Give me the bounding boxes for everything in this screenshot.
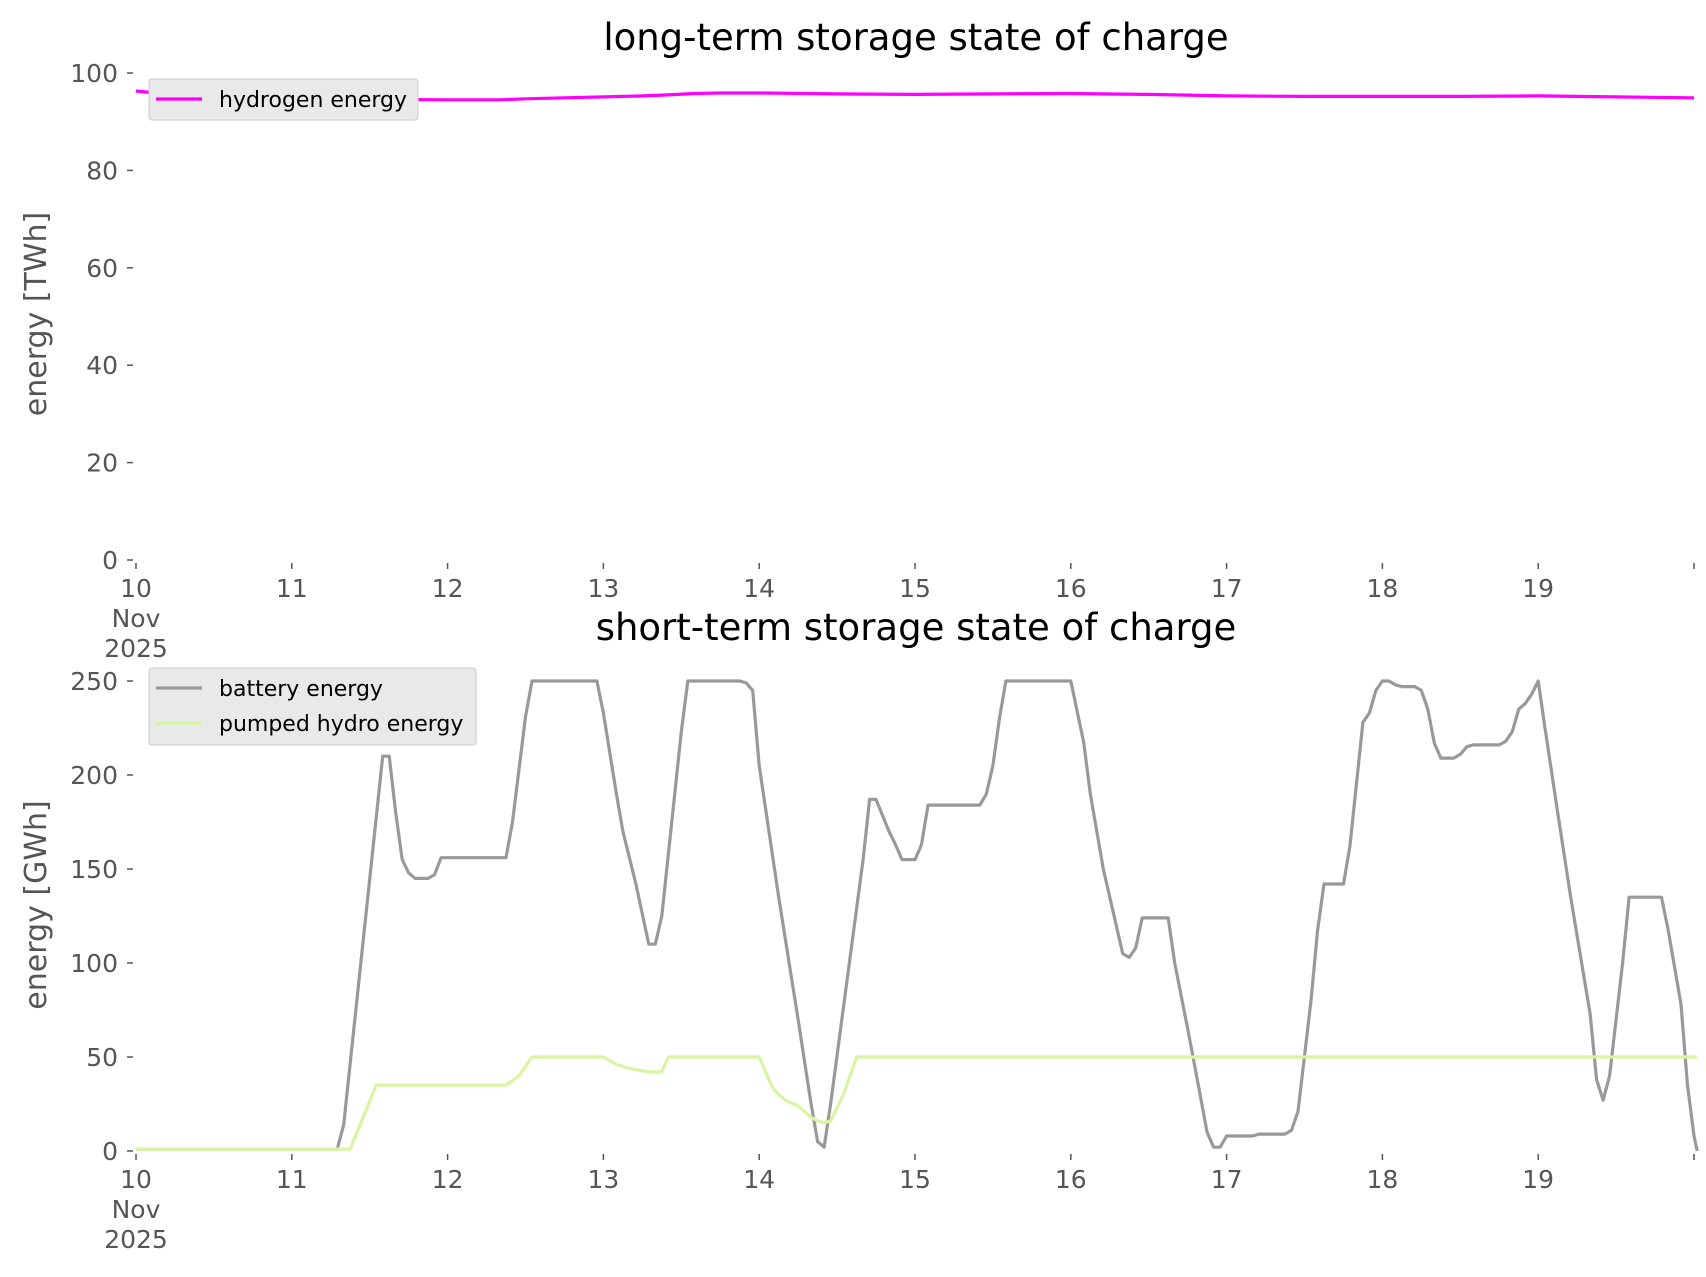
short-term-x-tick-label: 15 bbox=[899, 1165, 931, 1194]
long-term-legend: hydrogen energy bbox=[148, 78, 419, 121]
long-term-x-tick-label: 11 bbox=[276, 574, 308, 603]
long-term-x-tick-label: 10 bbox=[120, 574, 152, 603]
long-term-y-tick-label: 20 bbox=[86, 449, 118, 478]
short-term-legend-label: battery energy bbox=[219, 677, 383, 702]
long-term-legend-box bbox=[148, 78, 419, 121]
long-term-y-tick-label: 0 bbox=[102, 546, 118, 575]
long-term-y-tick-label: 100 bbox=[70, 59, 118, 88]
short-term-y-tick-label: 0 bbox=[102, 1137, 118, 1166]
short-term-x-tick-label: 19 bbox=[1522, 1165, 1554, 1194]
short-term-x-tick-sublabel: Nov bbox=[112, 1195, 161, 1224]
short-term-series-lines bbox=[136, 679, 1699, 1152]
long-term-x-tick-label: 13 bbox=[587, 574, 619, 603]
short-term-y-tick-label: 50 bbox=[86, 1043, 118, 1072]
short-term-y-tick-label: 200 bbox=[70, 761, 118, 790]
long-term-x-tick-label: 17 bbox=[1211, 574, 1243, 603]
short-term-y-tick-label: 250 bbox=[70, 667, 118, 696]
short-term-series-line-battery-energy bbox=[136, 679, 1699, 1152]
long-term-x-tick-label: 16 bbox=[1055, 574, 1087, 603]
long-term-y-tick-label: 40 bbox=[86, 351, 118, 380]
short-term-chart-title: short-term storage state of charge bbox=[596, 606, 1237, 649]
short-term-y-tick-label: 150 bbox=[70, 855, 118, 884]
short-term-x-tick-sublabel: 2025 bbox=[104, 1225, 168, 1254]
long-term-x-tick-label: 15 bbox=[899, 574, 931, 603]
short-term-legend-label: pumped hydro energy bbox=[219, 712, 463, 737]
short-term-x-tick-label: 12 bbox=[432, 1165, 464, 1194]
long-term-x-tick-label: 14 bbox=[743, 574, 775, 603]
short-term-legend: battery energy pumped hydro energy bbox=[148, 667, 477, 746]
long-term-chart-title: long-term storage state of charge bbox=[603, 16, 1228, 59]
short-term-series-line-pumped-hydro-energy bbox=[136, 1055, 1698, 1151]
short-term-x-tick-label: 17 bbox=[1211, 1165, 1243, 1194]
short-term-x-tick-label: 16 bbox=[1055, 1165, 1087, 1194]
short-term-x-tick-label: 18 bbox=[1366, 1165, 1398, 1194]
long-term-legend-label: hydrogen energy bbox=[219, 88, 407, 113]
long-term-x-tick-label: 19 bbox=[1522, 574, 1554, 603]
short-term-storage-chart: short-term storage state of charge energ… bbox=[19, 606, 1699, 1254]
short-term-x-tick-label: 10 bbox=[120, 1165, 152, 1194]
short-term-x-tick-label: 13 bbox=[587, 1165, 619, 1194]
long-term-x-tick-sublabel: Nov bbox=[112, 604, 161, 633]
long-term-storage-chart: long-term storage state of charge energy… bbox=[19, 16, 1695, 663]
short-term-y-axis-label: energy [GWh] bbox=[19, 800, 54, 1009]
short-term-x-tick-label: 11 bbox=[276, 1165, 308, 1194]
long-term-y-tick-label: 60 bbox=[86, 254, 118, 283]
long-term-y-tick-label: 80 bbox=[86, 156, 118, 185]
long-term-x-tick-sublabel: 2025 bbox=[104, 634, 168, 663]
short-term-y-tick-label: 100 bbox=[70, 949, 118, 978]
long-term-x-tick-label: 12 bbox=[432, 574, 464, 603]
long-term-y-axis-label: energy [TWh] bbox=[19, 212, 54, 416]
long-term-x-tick-label: 18 bbox=[1366, 574, 1398, 603]
short-term-legend-box bbox=[148, 667, 477, 746]
short-term-x-tick-label: 14 bbox=[743, 1165, 775, 1194]
